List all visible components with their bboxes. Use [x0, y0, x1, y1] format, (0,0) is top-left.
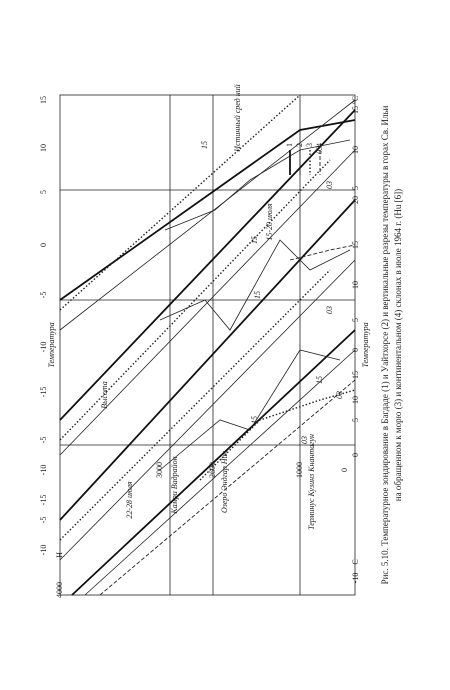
profile	[59, 99, 356, 331]
annotation: 15	[315, 376, 324, 384]
profile	[289, 244, 356, 261]
caption-line: на обращенном к морю (3) и континентальн…	[393, 189, 403, 501]
top-tick-label: -5	[39, 292, 48, 299]
annotation: 03	[325, 306, 334, 314]
height-tick-label: 3000	[155, 462, 164, 478]
annotation: 03	[335, 391, 344, 399]
top-tick-label: 10	[39, 144, 48, 152]
height-tick-label: H	[55, 552, 64, 558]
height-tick-label: 1000	[295, 462, 304, 478]
annotation: 15-20 июля	[265, 203, 274, 241]
bottom-tick-label: 0	[351, 453, 360, 457]
top-tick-label: -10	[39, 465, 48, 476]
bottom-tick-label: °C	[351, 96, 360, 105]
height-tick-label: 2600	[208, 462, 217, 478]
legend-label: 1	[285, 143, 294, 147]
top-tick-label: -5	[39, 517, 48, 524]
annotation: 15	[253, 291, 262, 299]
top-tick-label: -15	[39, 387, 48, 398]
top-tick-label: -10	[39, 342, 48, 353]
bottom-tick-label: 20	[351, 196, 360, 204]
location-label: Озеро Эндгар Нил	[220, 450, 229, 513]
top-tick-label: 15	[39, 96, 48, 104]
axis-label: Температура	[361, 322, 370, 367]
bottom-tick-label: 15	[351, 371, 360, 379]
legend-label: 2	[295, 143, 304, 147]
annotation: Истинный сред ний	[233, 84, 242, 152]
profile	[164, 139, 351, 231]
labels: Температура ТемператураВысота151050-5-10-…	[39, 84, 403, 598]
profile	[71, 329, 356, 596]
plot-frame	[59, 94, 356, 596]
bottom-tick-label: 10	[351, 396, 360, 404]
legend-label: 3	[305, 143, 314, 147]
profile	[59, 269, 331, 541]
profile	[59, 199, 356, 521]
axis-label: Высота	[100, 381, 109, 409]
annotation: 15	[250, 236, 259, 244]
annotation: 03	[300, 436, 309, 444]
annotation: 03	[325, 181, 334, 189]
profile	[59, 119, 356, 301]
profile	[199, 389, 356, 481]
bottom-tick-label: 10	[351, 146, 360, 154]
location-label: Терминус Кузинз Кнантагун	[307, 434, 316, 530]
profile	[159, 239, 351, 331]
bottom-tick-label: C	[351, 559, 360, 564]
height-tick-label: 4000	[55, 582, 64, 598]
profile	[99, 379, 356, 596]
top-tick-label: 5	[39, 190, 48, 194]
bottom-tick-label: 15	[351, 106, 360, 114]
annotation: 03	[315, 146, 324, 154]
height-tick-label: 0	[340, 468, 349, 472]
annotation: 22-28 июля	[125, 481, 134, 519]
profile	[59, 94, 301, 311]
bottom-tick-label: 15	[351, 241, 360, 249]
bottom-tick-label: 5	[351, 318, 360, 322]
bottom-tick-label: 0	[351, 348, 360, 352]
top-tick-label: -5	[39, 437, 48, 444]
profile	[59, 259, 356, 561]
bottom-tick-label: 5	[351, 186, 360, 190]
annotation: 15	[250, 416, 259, 424]
caption-line: Рис. 5.10. Температурное зондирование в …	[380, 105, 390, 584]
bottom-tick-label: 5	[351, 418, 360, 422]
annotation: 15	[200, 141, 209, 149]
top-tick-label: -15	[39, 495, 48, 506]
plot-lines	[59, 94, 356, 596]
profile	[59, 109, 356, 421]
legend-label: 4	[315, 143, 324, 147]
axis-label: Температура	[47, 322, 56, 367]
bottom-tick-label: 10	[351, 281, 360, 289]
profile	[84, 349, 356, 596]
top-tick-label: 0	[39, 243, 48, 247]
top-tick-label: -10	[39, 545, 48, 556]
bottom-tick-label: -10	[351, 573, 360, 584]
location-label: Камри Вадрайон	[170, 456, 179, 514]
